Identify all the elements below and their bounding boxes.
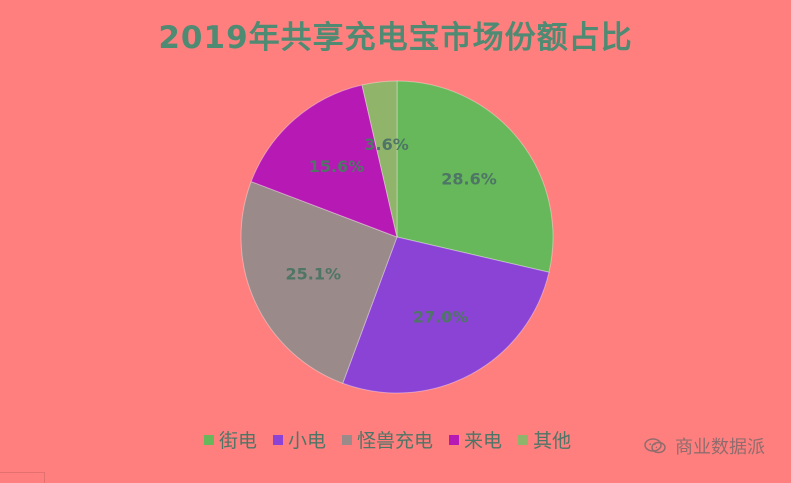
legend-label-guaishou: 怪兽充电 [357,430,434,452]
pie-slice-1 [342,236,550,394]
pie-slice-0 [396,80,554,273]
legend-label-jiedian: 街电 [219,430,258,452]
pie-data-label-2: 25.1% [285,265,341,284]
legend-label-xiaodian: 小电 [288,430,327,452]
pie-slices [240,80,554,394]
watermark: 商业数据派 [643,433,765,459]
legend-label-other: 其他 [533,430,572,452]
legend-item-xiaodian: 小电 [273,426,326,453]
pie-data-label-3: 15.6% [309,157,365,176]
pie-data-label-1: 27.0% [413,308,469,327]
chart-title: 2019年共享充电宝市场份额占比 [158,20,633,56]
legend-swatch-laidian [449,434,460,445]
chart-legend: 街电 小电 怪兽充电 来电 其他 [204,426,571,453]
legend-item-guaishou: 怪兽充电 [342,426,433,453]
legend-label-laidian: 来电 [464,430,503,452]
legend-item-laidian: 来电 [449,426,502,453]
legend-item-jiedian: 街电 [204,426,257,453]
legend-swatch-guaishou [342,434,353,445]
pie-data-labels: 28.6% 27.0% 25.1% 15.6% 3.6% [285,135,496,326]
legend-swatch-xiaodian [273,434,284,445]
pie-slice-2 [240,180,398,384]
pie-slice-3 [250,84,398,238]
legend-swatch-jiedian [204,434,214,445]
wechat-icon [643,437,667,455]
legend-swatch-other [518,434,529,445]
watermark-text: 商业数据派 [675,437,765,458]
pie-data-label-0: 28.6% [441,169,497,188]
pie-slice-4 [361,80,398,238]
legend-item-other: 其他 [518,426,571,453]
pie-data-label-4: 3.6% [364,135,408,154]
bottom-left-strip [0,472,45,483]
